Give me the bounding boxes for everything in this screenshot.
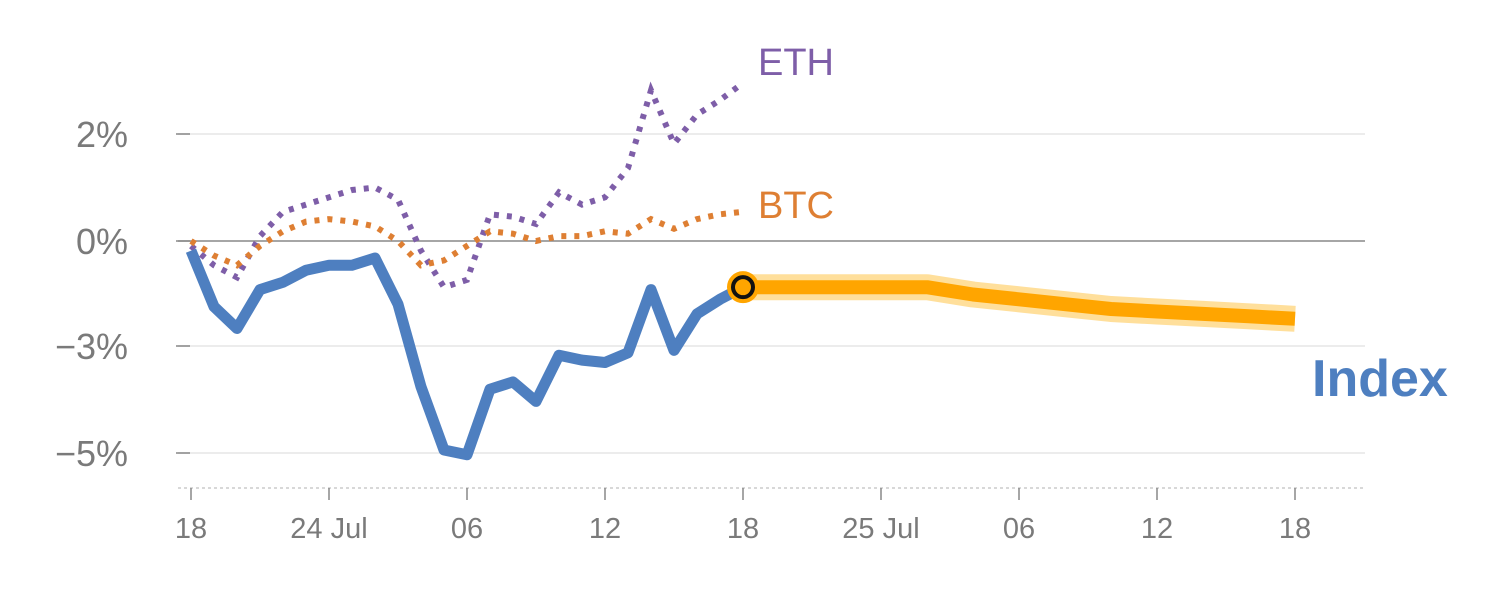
x-tick-label: 24 Jul bbox=[290, 513, 367, 545]
series-labels: ETH BTC Index bbox=[758, 42, 1448, 408]
index-label: Index bbox=[1312, 350, 1448, 408]
grid bbox=[178, 133, 1365, 454]
x-tick-label: 18 bbox=[1279, 513, 1311, 545]
x-tick-label: 12 bbox=[1141, 513, 1173, 545]
x-tick-label: 25 Jul bbox=[842, 513, 919, 545]
y-tick-label: −5% bbox=[55, 433, 128, 474]
x-tick-label: 06 bbox=[451, 513, 483, 545]
x-axis: 18 24 Jul 06 12 18 25 Jul 06 12 18 bbox=[175, 487, 1365, 545]
y-tick-label: 0% bbox=[76, 221, 128, 262]
y-axis: 2% 0% −3% −5% bbox=[55, 114, 190, 474]
x-tick-label: 18 bbox=[727, 513, 759, 545]
x-tick-label: 12 bbox=[589, 513, 621, 545]
x-tick-label: 18 bbox=[175, 513, 207, 545]
y-tick-label: −3% bbox=[55, 326, 128, 367]
btc-series-line bbox=[189, 208, 744, 269]
index-series-line bbox=[185, 248, 746, 461]
series bbox=[185, 80, 1296, 461]
eth-series-line bbox=[189, 80, 745, 291]
y-tick-label: 2% bbox=[76, 114, 128, 155]
forecast-series-line bbox=[743, 280, 1296, 326]
x-tick-label: 06 bbox=[1003, 513, 1035, 545]
latest-point-marker bbox=[731, 275, 755, 300]
eth-label: ETH bbox=[758, 42, 834, 84]
btc-label: BTC bbox=[758, 185, 834, 227]
